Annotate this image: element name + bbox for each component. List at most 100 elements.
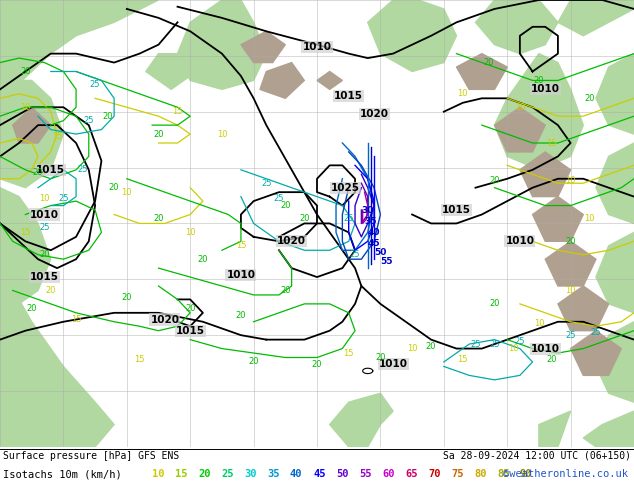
Text: 20: 20 xyxy=(33,168,43,176)
Polygon shape xyxy=(317,72,342,89)
Polygon shape xyxy=(241,31,285,63)
Polygon shape xyxy=(330,393,393,447)
Text: 40: 40 xyxy=(290,469,302,479)
Text: 30: 30 xyxy=(244,469,257,479)
Text: 20: 20 xyxy=(489,299,500,308)
Text: 10: 10 xyxy=(508,344,519,353)
Polygon shape xyxy=(596,143,634,223)
Polygon shape xyxy=(13,107,51,143)
Text: 25: 25 xyxy=(84,116,94,125)
Text: 10: 10 xyxy=(20,103,30,112)
Text: 35: 35 xyxy=(365,217,377,226)
Text: Isotachs 10m (km/h): Isotachs 10m (km/h) xyxy=(3,469,122,479)
Text: 20: 20 xyxy=(585,94,595,103)
Text: 15: 15 xyxy=(20,228,30,237)
Text: 15: 15 xyxy=(458,355,468,364)
Polygon shape xyxy=(583,411,634,447)
Polygon shape xyxy=(545,241,596,286)
Polygon shape xyxy=(596,232,634,313)
Text: 10: 10 xyxy=(566,176,576,186)
Polygon shape xyxy=(178,0,266,89)
Text: 45: 45 xyxy=(368,239,380,248)
Polygon shape xyxy=(260,63,304,98)
Text: 60: 60 xyxy=(382,469,394,479)
Text: 20: 20 xyxy=(280,201,290,210)
Polygon shape xyxy=(495,107,545,152)
Text: 25: 25 xyxy=(489,340,500,348)
Text: 25: 25 xyxy=(470,340,481,348)
Text: 1015: 1015 xyxy=(176,326,205,336)
Text: 10: 10 xyxy=(585,215,595,223)
Polygon shape xyxy=(0,188,51,304)
Polygon shape xyxy=(0,291,114,447)
Polygon shape xyxy=(596,53,634,134)
Text: 20: 20 xyxy=(375,353,385,362)
Text: 20: 20 xyxy=(103,112,113,121)
Text: 25: 25 xyxy=(274,195,284,203)
Text: 1020: 1020 xyxy=(150,315,179,324)
Text: 25: 25 xyxy=(566,331,576,340)
Text: 10: 10 xyxy=(217,129,227,139)
Text: 15: 15 xyxy=(172,107,183,116)
Text: 20: 20 xyxy=(547,355,557,364)
Text: 25: 25 xyxy=(344,215,354,223)
Text: 55: 55 xyxy=(380,257,393,266)
Text: 20: 20 xyxy=(483,58,493,67)
Text: 55: 55 xyxy=(359,469,372,479)
Text: 25: 25 xyxy=(261,179,271,188)
Text: 20: 20 xyxy=(153,129,164,139)
Polygon shape xyxy=(146,53,190,89)
Text: 1010: 1010 xyxy=(30,210,59,220)
Text: 30: 30 xyxy=(361,205,374,215)
Text: 10: 10 xyxy=(534,319,544,328)
Text: 10: 10 xyxy=(152,469,164,479)
Text: Sa 28-09-2024 12:00 UTC (06+150): Sa 28-09-2024 12:00 UTC (06+150) xyxy=(443,451,631,461)
Text: 20: 20 xyxy=(46,286,56,295)
Text: 70: 70 xyxy=(428,469,441,479)
Text: 1010: 1010 xyxy=(531,343,560,354)
Polygon shape xyxy=(558,286,609,331)
Text: 25: 25 xyxy=(591,328,601,338)
Text: 45: 45 xyxy=(313,469,325,479)
Text: 15: 15 xyxy=(547,139,557,147)
Text: 20: 20 xyxy=(198,469,210,479)
Text: 20: 20 xyxy=(534,76,544,85)
Text: 25: 25 xyxy=(515,337,525,346)
Text: 10: 10 xyxy=(458,89,468,98)
Text: 10: 10 xyxy=(515,103,525,112)
Polygon shape xyxy=(456,53,507,89)
Text: 35: 35 xyxy=(267,469,280,479)
Text: 1010: 1010 xyxy=(302,42,332,52)
Text: 1015: 1015 xyxy=(30,272,59,282)
Polygon shape xyxy=(596,322,634,402)
Text: 15: 15 xyxy=(175,469,188,479)
Text: 1015: 1015 xyxy=(442,205,471,215)
Text: 1025: 1025 xyxy=(331,183,360,193)
Text: 25: 25 xyxy=(39,223,49,232)
Text: 75: 75 xyxy=(451,469,463,479)
Polygon shape xyxy=(476,0,558,53)
Polygon shape xyxy=(533,196,583,241)
Polygon shape xyxy=(571,331,621,375)
Text: 25: 25 xyxy=(350,250,360,259)
Text: 20: 20 xyxy=(566,237,576,246)
Text: 20: 20 xyxy=(109,183,119,192)
Polygon shape xyxy=(558,0,634,36)
Polygon shape xyxy=(539,411,571,447)
Text: 20: 20 xyxy=(20,67,30,76)
Text: 20: 20 xyxy=(236,311,246,319)
Text: 15: 15 xyxy=(52,132,62,141)
Text: 1020: 1020 xyxy=(277,236,306,246)
Text: 20: 20 xyxy=(27,304,37,313)
Text: 20: 20 xyxy=(185,304,195,313)
Text: 25: 25 xyxy=(221,469,233,479)
Polygon shape xyxy=(520,152,571,196)
Text: 40: 40 xyxy=(368,228,380,237)
Text: 20: 20 xyxy=(312,360,322,368)
Text: 10: 10 xyxy=(566,286,576,295)
Text: 1010: 1010 xyxy=(378,359,408,369)
Text: 20: 20 xyxy=(489,176,500,186)
Text: 10: 10 xyxy=(407,344,417,353)
Text: 1015: 1015 xyxy=(36,165,65,175)
Polygon shape xyxy=(0,0,158,89)
